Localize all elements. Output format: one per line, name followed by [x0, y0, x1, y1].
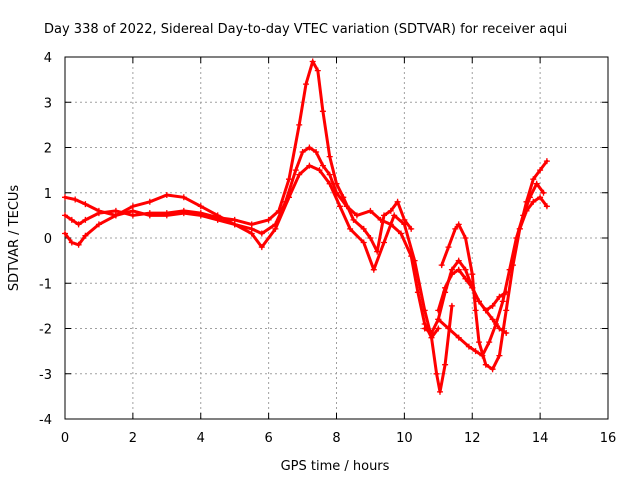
x-tick-label: 6: [264, 431, 272, 446]
series-line: [440, 159, 549, 371]
y-tick-label: 3: [44, 96, 52, 111]
series-sat-g: [435, 180, 547, 359]
y-tick-label: 4: [44, 51, 52, 66]
series-sat-f: [438, 158, 550, 373]
x-axis-label: GPS time / hours: [281, 459, 390, 474]
series-line: [63, 60, 413, 254]
series-sat-h: [516, 194, 550, 232]
y-tick-label: -2: [39, 323, 52, 338]
series-line: [423, 259, 508, 335]
x-tick-label: 4: [197, 431, 205, 446]
x-tick-label: 0: [61, 431, 69, 446]
x-tick-label: 16: [600, 431, 617, 446]
series-line: [63, 164, 454, 394]
y-axis-label: SDTVAR / TECUs: [7, 185, 22, 292]
chart-title: Day 338 of 2022, Sidereal Day-to-day VTE…: [44, 22, 567, 37]
series-line: [63, 146, 440, 340]
series-line: [518, 195, 549, 231]
y-tick-label: -3: [39, 368, 52, 383]
grid: [65, 57, 608, 419]
x-tick-label: 2: [129, 431, 137, 446]
x-tick-label: 14: [532, 431, 549, 446]
x-tick-label: 12: [464, 431, 481, 446]
y-tick-label: 2: [44, 142, 52, 157]
x-tick-label: 8: [332, 431, 340, 446]
x-tick-label: 10: [396, 431, 413, 446]
y-tick-label: -1: [39, 277, 52, 292]
series-sat-c: [62, 162, 455, 395]
y-tick-label: -4: [39, 413, 52, 428]
data-series: [62, 58, 550, 395]
y-tick-label: 1: [44, 187, 52, 202]
series-line: [436, 182, 545, 358]
y-tick-label: 0: [44, 232, 52, 247]
